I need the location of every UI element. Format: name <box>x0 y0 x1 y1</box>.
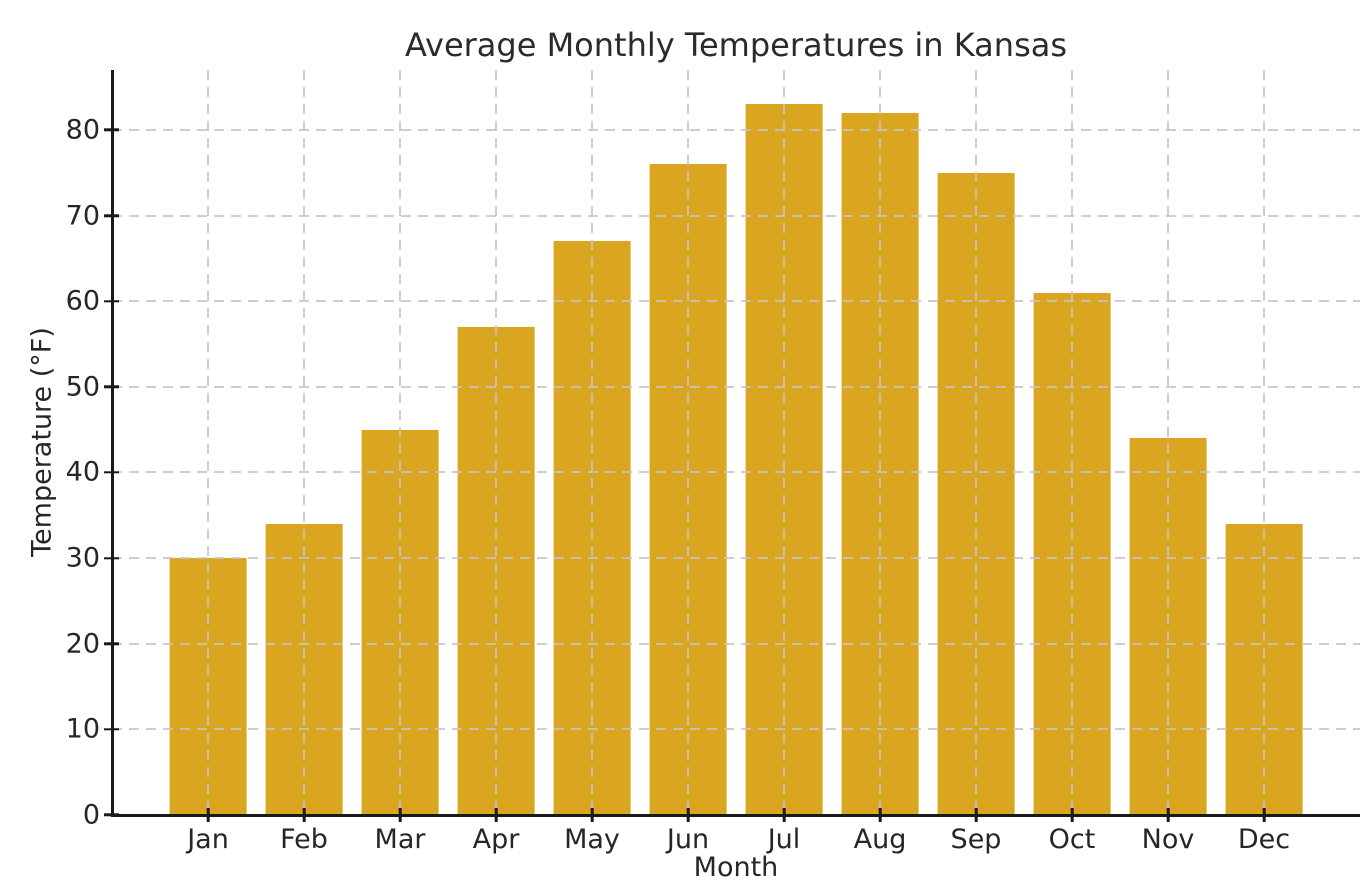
v-gridline-aug <box>879 70 881 815</box>
x-tick-label-dec: Dec <box>1237 824 1291 855</box>
x-tick-label-apr: Apr <box>472 824 520 855</box>
y-tick-mark-0 <box>104 813 119 817</box>
x-tick-label-jun: Jun <box>666 824 710 855</box>
v-gridline-dec <box>1263 70 1265 815</box>
x-tick-label-nov: Nov <box>1141 824 1195 855</box>
y-tick-label-20: 20 <box>65 628 100 660</box>
y-tick-label-0: 0 <box>82 799 100 831</box>
x-tick-mark-nov <box>1166 808 1170 822</box>
x-tick-label-jan: Jan <box>187 824 229 855</box>
h-gridline-80 <box>112 128 1360 131</box>
h-gridline-10 <box>112 728 1360 731</box>
y-tick-label-50: 50 <box>65 371 100 403</box>
x-axis-spine <box>110 813 1360 817</box>
x-tick-label-oct: Oct <box>1048 824 1096 855</box>
y-tick-label-80: 80 <box>65 114 100 146</box>
y-tick-mark-50 <box>104 385 119 389</box>
y-tick-labels: 0 10 20 30 40 50 60 70 80 <box>0 70 100 828</box>
y-tick-label-70: 70 <box>65 200 100 232</box>
x-tick-label-mar: Mar <box>374 824 426 855</box>
y-axis-spine <box>110 70 114 815</box>
x-tick-label-may: May <box>564 824 620 855</box>
h-gridline-50 <box>112 385 1360 388</box>
v-gridline-apr <box>495 70 497 815</box>
v-gridline-mar <box>399 70 401 815</box>
x-axis-label: Month <box>693 852 779 883</box>
chart-title: Average Monthly Temperatures in Kansas <box>404 26 1068 64</box>
y-tick-mark-70 <box>104 214 119 217</box>
y-tick-label-60: 60 <box>65 285 100 317</box>
v-gridline-jun <box>687 70 689 815</box>
h-gridline-60 <box>112 300 1360 303</box>
y-tick-mark-20 <box>104 642 119 646</box>
x-tick-label-aug: Aug <box>853 824 907 855</box>
y-tick-label-10: 10 <box>65 713 100 745</box>
h-gridline-30 <box>112 557 1360 560</box>
plot-area <box>104 70 1360 822</box>
h-gridline-40 <box>112 471 1360 474</box>
y-tick-mark-40 <box>104 471 119 474</box>
x-tick-mark-jun <box>686 808 690 822</box>
v-gridline-may <box>591 70 593 815</box>
x-tick-mark-apr <box>494 808 498 822</box>
h-gridline-20 <box>112 642 1360 645</box>
x-tick-mark-jul <box>782 808 786 822</box>
y-tick-mark-30 <box>104 556 119 560</box>
y-tick-mark-80 <box>104 128 119 132</box>
y-tick-mark-60 <box>104 299 119 303</box>
x-tick-label-jul: Jul <box>767 824 801 855</box>
h-gridline-70 <box>112 214 1360 217</box>
v-gridline-nov <box>1167 70 1169 815</box>
x-tick-mark-dec <box>1262 808 1266 822</box>
x-tick-labels: Jan Feb Mar Apr May Jun Jul Aug Sep Oct Nov Dec <box>112 824 1360 858</box>
y-tick-label-40: 40 <box>65 456 100 488</box>
x-tick-mark-sep <box>974 808 978 822</box>
v-gridline-feb <box>303 70 305 815</box>
x-tick-label-sep: Sep <box>950 824 1002 855</box>
v-gridline-jul <box>783 70 785 815</box>
v-gridline-jan <box>207 70 209 815</box>
v-gridline-sep <box>975 70 977 815</box>
x-tick-mark-aug <box>878 808 882 822</box>
x-tick-mark-jan <box>206 808 210 822</box>
y-tick-mark-10 <box>104 728 119 731</box>
x-tick-mark-oct <box>1070 808 1074 822</box>
x-tick-mark-may <box>590 808 594 822</box>
v-gridline-oct <box>1071 70 1073 815</box>
y-tick-label-30: 30 <box>65 542 100 574</box>
x-tick-mark-mar <box>398 808 402 822</box>
x-tick-label-feb: Feb <box>280 824 328 855</box>
x-tick-mark-feb <box>302 808 306 822</box>
